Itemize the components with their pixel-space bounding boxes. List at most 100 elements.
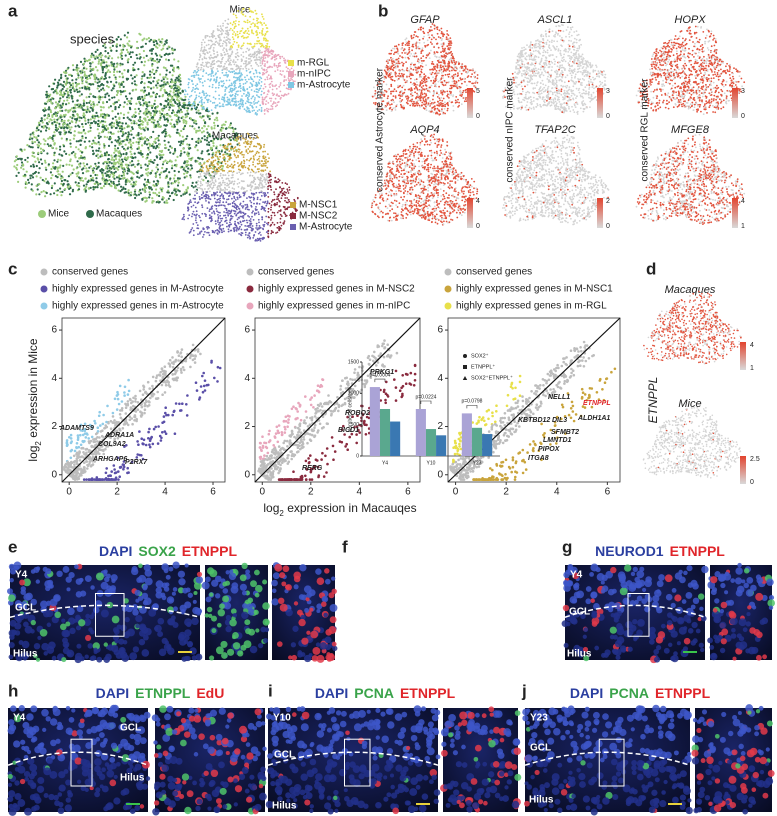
- cell-dot: [255, 224, 258, 227]
- cell-dot: [252, 18, 255, 21]
- cell-dot: [96, 48, 99, 52]
- cell-dot: [275, 232, 277, 234]
- cell-dot: [110, 171, 113, 174]
- cell-dot: [94, 115, 97, 118]
- cell-dot: [61, 102, 64, 105]
- cell-dot: [215, 222, 217, 225]
- cell-dot: [56, 92, 59, 95]
- cell-dot: [223, 36, 226, 39]
- cell-dot: [265, 27, 268, 29]
- cell-dot: [261, 180, 264, 182]
- cell-dot: [188, 143, 191, 146]
- cell-dot: [61, 87, 64, 91]
- cell-dot: [105, 64, 108, 67]
- cell-dot: [43, 180, 46, 183]
- embedding-cloud: [13, 31, 239, 204]
- cell-dot: [166, 201, 169, 204]
- cell-dot: [94, 186, 97, 189]
- cell-dot: [257, 178, 260, 181]
- cell-dot: [194, 219, 197, 222]
- cell-dot: [217, 65, 219, 67]
- cell-dot: [233, 206, 236, 209]
- cell-dot: [211, 207, 213, 210]
- cell-dot: [169, 122, 172, 125]
- cell-dot: [78, 177, 82, 180]
- cell-dot: [229, 142, 232, 145]
- cell-dot: [132, 183, 135, 186]
- cell-dot: [108, 178, 111, 182]
- cell-dot: [155, 182, 158, 186]
- cell-dot: [126, 103, 129, 106]
- cell-dot: [224, 174, 227, 177]
- cell-dot: [264, 37, 267, 40]
- cell-dot: [231, 68, 234, 70]
- cell-dot: [180, 140, 183, 143]
- cell-dot: [248, 92, 250, 94]
- cell-dot: [189, 176, 192, 179]
- cell-dot: [192, 186, 195, 189]
- cell-dot: [283, 220, 286, 223]
- cell-dot: [81, 86, 84, 89]
- cell-dot: [215, 61, 218, 63]
- cell-dot: [186, 186, 189, 189]
- cell-dot: [108, 98, 111, 101]
- cell-dot: [171, 164, 174, 167]
- cell-dot: [148, 193, 151, 196]
- cell-dot: [253, 75, 256, 78]
- cell-dot: [236, 198, 239, 200]
- cell-dot: [74, 110, 77, 113]
- cell-dot: [25, 182, 28, 185]
- cell-dot: [210, 72, 213, 75]
- cell-dot: [111, 173, 115, 176]
- cell-dot: [184, 119, 187, 122]
- cell-dot: [268, 157, 270, 160]
- label: Macaques: [96, 209, 142, 220]
- cell-dot: [67, 102, 70, 105]
- cell-dot: [198, 101, 201, 104]
- cell-dot: [48, 127, 51, 131]
- cell-dot: [211, 171, 214, 173]
- cell-dot: [270, 58, 273, 60]
- cell-dot: [266, 179, 269, 182]
- cell-dot: [187, 112, 190, 115]
- cell-dot: [225, 201, 228, 204]
- cell-dot: [244, 62, 247, 65]
- cell-dot: [59, 145, 62, 148]
- cell-dot: [189, 174, 192, 177]
- cell-dot: [204, 176, 208, 179]
- cell-dot: [150, 71, 154, 74]
- cell-dot: [19, 148, 22, 151]
- cell-dot: [75, 88, 78, 91]
- cell-dot: [254, 187, 257, 190]
- cell-dot: [168, 114, 171, 117]
- cell-dot: [199, 68, 202, 71]
- cell-dot: [227, 174, 230, 177]
- cell-dot: [201, 190, 204, 192]
- cell-dot: [46, 143, 49, 146]
- cell-dot: [101, 123, 105, 126]
- cell-dot: [156, 58, 159, 61]
- cell-dot: [84, 136, 87, 139]
- cell-dot: [141, 123, 144, 126]
- cell-dot: [273, 223, 276, 226]
- cell-dot: [109, 105, 112, 108]
- cell-dot: [196, 62, 199, 65]
- cell-dot: [256, 196, 259, 199]
- cell-dot: [234, 199, 237, 201]
- cell-dot: [71, 79, 74, 82]
- cell-dot: [220, 150, 223, 153]
- cell-dot: [254, 154, 257, 156]
- cell-dot: [202, 119, 205, 122]
- cell-dot: [172, 111, 175, 114]
- cell-dot: [225, 30, 228, 32]
- cell-dot: [167, 45, 170, 48]
- cell-dot: [222, 103, 224, 106]
- cell-dot: [112, 182, 115, 185]
- cell-dot: [250, 201, 253, 204]
- cell-dot: [43, 107, 47, 110]
- cell-dot: [251, 150, 254, 153]
- cell-dot: [243, 159, 245, 162]
- cell-dot: [25, 170, 28, 173]
- cell-dot: [252, 193, 255, 195]
- cell-dot: [256, 202, 259, 205]
